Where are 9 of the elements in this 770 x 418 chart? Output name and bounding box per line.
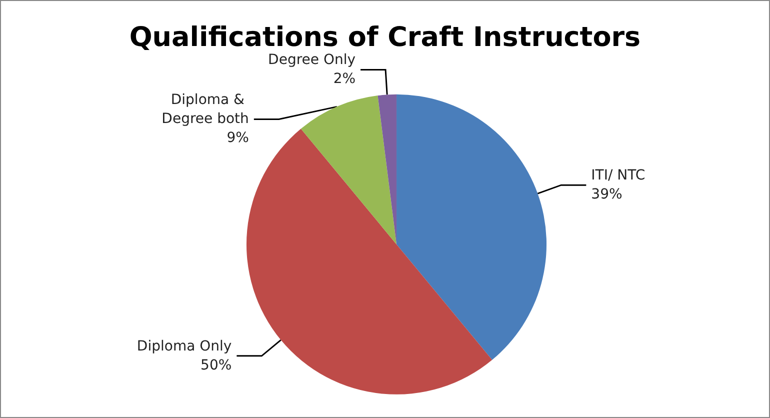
slice-label: Diploma & Degree both: [162, 92, 249, 128]
slice-label: Diploma Only: [136, 338, 232, 354]
data-label: 39%: [591, 186, 622, 203]
data-label: 9%: [226, 130, 249, 146]
data-label: 50%: [200, 357, 232, 374]
slice-label: ITI/ NTC: [591, 168, 646, 184]
data-label: 2%: [333, 71, 356, 88]
chart-title: Qualifications of Craft Instructors: [129, 22, 641, 53]
slice-label: Degree Only: [268, 52, 356, 68]
